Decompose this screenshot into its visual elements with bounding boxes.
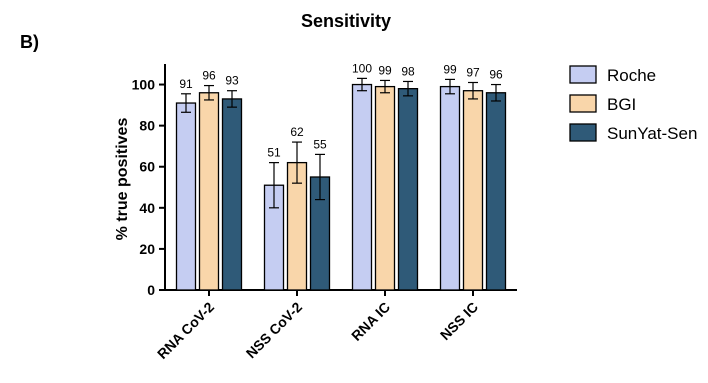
data-label: 99 [378,63,392,77]
bar [485,92,507,291]
data-label: 62 [290,125,304,139]
data-label: 55 [313,137,327,151]
data-label: 97 [466,65,480,79]
y-tick-label: 0 [147,282,155,298]
category-label: NSS CoV-2 [243,299,306,362]
bar [198,92,220,291]
data-label: 93 [225,74,239,88]
category-label: RNA CoV-2 [154,299,217,362]
bar [439,85,461,291]
y-tick-label: 60 [139,159,155,175]
legend-label: SunYat-Sen [607,124,697,143]
category-label: RNA IC [348,299,393,344]
legend-swatch [569,123,597,142]
legend-label: BGI [607,95,636,114]
panel-label: B) [20,32,39,52]
legend-swatch [569,94,597,113]
y-tick-label: 80 [139,118,155,134]
data-label: 96 [202,69,216,83]
data-label: 100 [352,61,372,75]
category-label: NSS IC [437,299,481,343]
bar [175,102,197,291]
y-tick-label: 40 [139,200,155,216]
data-label: 96 [489,68,503,82]
bar [374,85,396,291]
data-label: 51 [267,146,281,160]
y-tick-label: 20 [139,241,155,257]
data-label: 98 [401,64,415,78]
bar [462,90,484,291]
legend: Roche BGI SunYat-Sen [569,65,697,143]
y-axis-label: % true positives [114,118,131,241]
data-label: 99 [443,62,457,76]
bar [221,98,243,291]
bar [351,83,373,291]
y-tick-label: 100 [132,77,156,93]
legend-label: Roche [607,66,656,85]
data-label: 91 [179,77,193,91]
bar [397,88,419,291]
chart-title: Sensitivity [301,11,391,31]
bars: 91 96 93 51 62 55 100 99 98 99 97 96 [175,61,507,291]
legend-swatch [569,65,597,84]
